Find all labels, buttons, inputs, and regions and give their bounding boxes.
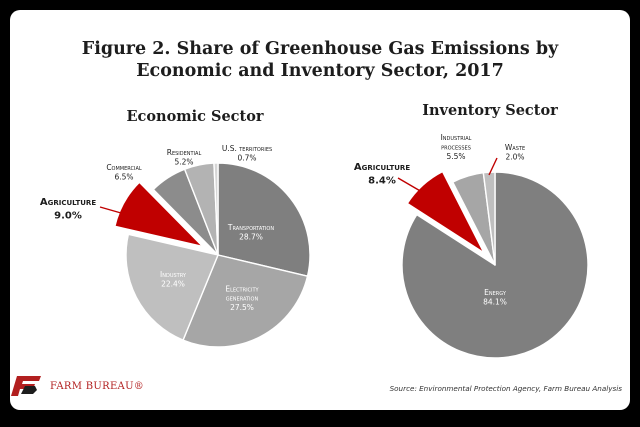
farm-bureau-logo-icon — [11, 376, 41, 396]
inventory-sector-industrial-processes-value: 5.5% — [446, 152, 465, 161]
economic-sector-agriculture-label: Agriculture — [40, 197, 96, 208]
economic-sector-transportation-value: 28.7% — [239, 232, 263, 241]
pie-slice-agriculture — [113, 180, 206, 249]
pie-slice-u-s-territories — [213, 162, 219, 256]
economic-sector-agriculture-value: 9.0% — [54, 211, 82, 222]
inventory-sector-agriculture-value: 8.4% — [368, 176, 396, 187]
inventory-sector-waste-label: Waste — [505, 143, 525, 152]
economic-sector-electricity-generation-label-cont: generation — [226, 294, 259, 303]
inventory-sector-energy-value: 84.1% — [483, 297, 507, 306]
leader-line-waste — [488, 157, 498, 176]
economic-sector-commercial-label: Commercial — [106, 163, 142, 172]
economic-sector-title: Economic Sector — [126, 108, 264, 125]
inventory-sector-title: Inventory Sector — [422, 102, 558, 119]
inventory-sector-energy-label: Energy — [484, 288, 507, 297]
economic-sector-residential-label: Residential — [167, 148, 202, 157]
economic-sector-commercial-value: 6.5% — [114, 172, 133, 181]
source-note: Source: Environmental Protection Agency,… — [389, 384, 622, 393]
pie-slice-electricity-generation — [182, 254, 309, 348]
leader-line-agriculture — [99, 206, 122, 214]
economic-sector-pie — [113, 162, 311, 348]
pie-slice-agriculture — [405, 169, 487, 255]
figure-title-line-2: Economic and Inventory Sector, 2017 — [136, 61, 504, 81]
economic-sector-transportation-label: Transportation — [227, 223, 274, 232]
pie-slice-waste — [482, 171, 496, 266]
figure-title-line-1: Figure 2. Share of Greenhouse Gas Emissi… — [81, 39, 559, 59]
inventory-sector-waste-value: 2.0% — [505, 152, 524, 161]
inventory-sector-pie — [401, 169, 589, 359]
pie-slice-industry — [125, 233, 219, 341]
farm-bureau-wordmark: FARM BUREAU® — [50, 381, 145, 392]
economic-sector-residential-value: 5.2% — [174, 157, 193, 166]
inventory-sector-agriculture-label: Agriculture — [354, 162, 410, 173]
economic-sector-u-s-territories-label: U.S. territories — [222, 144, 272, 153]
economic-sector-electricity-generation-value: 27.5% — [230, 303, 254, 312]
inventory-sector-industrial-processes-label-cont: processes — [441, 142, 471, 151]
pie-slice-transportation — [217, 162, 311, 277]
economic-sector-industry-value: 22.4% — [161, 279, 185, 288]
leader-line-agriculture — [397, 177, 423, 193]
economic-sector-industry-label: Industry — [160, 270, 187, 279]
inventory-sector-industrial-processes-label: Industrial — [441, 133, 472, 142]
economic-sector-electricity-generation-label: Electricity — [225, 284, 259, 293]
economic-sector-u-s-territories-value: 0.7% — [237, 153, 256, 162]
